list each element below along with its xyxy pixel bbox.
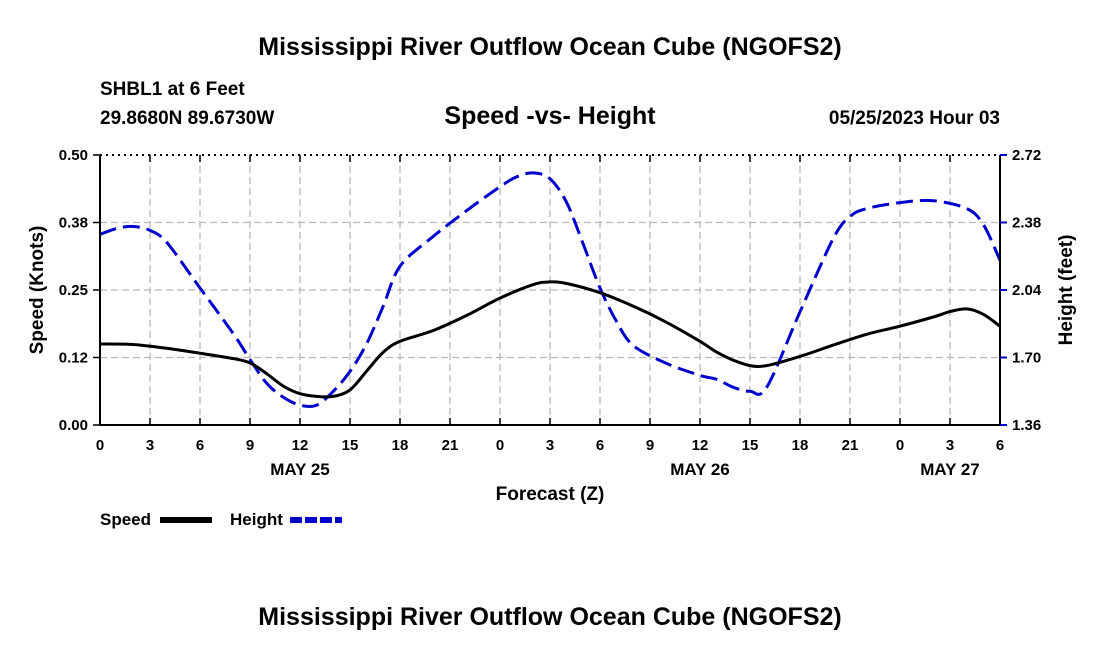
- date-label: MAY 25: [270, 460, 330, 479]
- x-tick-label: 6: [596, 437, 604, 454]
- x-tick-label: 15: [342, 437, 359, 454]
- x-tick-label: 21: [442, 437, 459, 454]
- station-coords: 29.8680N 89.6730W: [100, 108, 274, 129]
- legend-label-height: Height: [230, 510, 283, 529]
- x-tick-label: 6: [196, 437, 204, 454]
- x-tick-label: 9: [246, 437, 254, 454]
- x-tick-label: 0: [96, 437, 104, 454]
- page-title: Mississippi River Outflow Ocean Cube (NG…: [258, 33, 841, 61]
- x-tick-label: 0: [496, 437, 504, 454]
- x-tick-label: 15: [742, 437, 759, 454]
- y2-axis-label: Height (feet): [1056, 235, 1077, 346]
- y-axis-label: Speed (Knots): [27, 226, 48, 355]
- x-tick-label: 3: [546, 437, 554, 454]
- y2-tick-label: 2.38: [1012, 215, 1041, 232]
- series-layer: [99, 171, 1002, 409]
- y-tick-label: 0.38: [59, 215, 88, 232]
- x-tick-label: 18: [792, 437, 809, 454]
- x-tick-label: 3: [946, 437, 954, 454]
- y2-tick-label: 2.04: [1012, 282, 1042, 299]
- x-axis-label: Forecast (Z): [496, 484, 605, 505]
- x-tick-label: 18: [392, 437, 409, 454]
- y-tick-label: 0.12: [59, 350, 88, 367]
- x-tick-label: 9: [646, 437, 654, 454]
- x-tick-label: 12: [292, 437, 309, 454]
- y-tick-label: 0.50: [59, 147, 88, 164]
- y2-tick-label: 1.70: [1012, 350, 1041, 367]
- y2-tick-label: 2.72: [1012, 147, 1041, 164]
- chart-title: Speed -vs- Height: [444, 102, 656, 130]
- legend-label-speed: Speed: [100, 510, 151, 529]
- axes: [93, 154, 1007, 426]
- footer-title: Mississippi River Outflow Ocean Cube (NG…: [258, 603, 841, 631]
- station-name: SHBL1 at 6 Feet: [100, 79, 245, 100]
- tick-labels: 0 3 6 9 12 15 18 21 0 3 6 9 12 15 18 21 0 3 6 0.00 0.12 0.25 0…: [59, 147, 1042, 479]
- x-tick-label: 12: [692, 437, 709, 454]
- x-tick-label: 3: [146, 437, 154, 454]
- series-line-height: [99, 171, 1002, 409]
- x-tick-label: 6: [996, 437, 1004, 454]
- y-tick-label: 0.00: [59, 417, 88, 434]
- date-label: MAY 27: [920, 460, 980, 479]
- x-tick-label: 21: [842, 437, 859, 454]
- x-tick-label: 0: [896, 437, 904, 454]
- y-tick-label: 0.25: [59, 282, 88, 299]
- date-label: MAY 26: [670, 460, 730, 479]
- grid-lines: [100, 155, 1000, 425]
- series-line-speed: [99, 280, 1001, 399]
- y2-tick-label: 1.36: [1012, 417, 1041, 434]
- legend: Speed Height: [100, 510, 342, 529]
- forecast-time: 05/25/2023 Hour 03: [829, 108, 1000, 129]
